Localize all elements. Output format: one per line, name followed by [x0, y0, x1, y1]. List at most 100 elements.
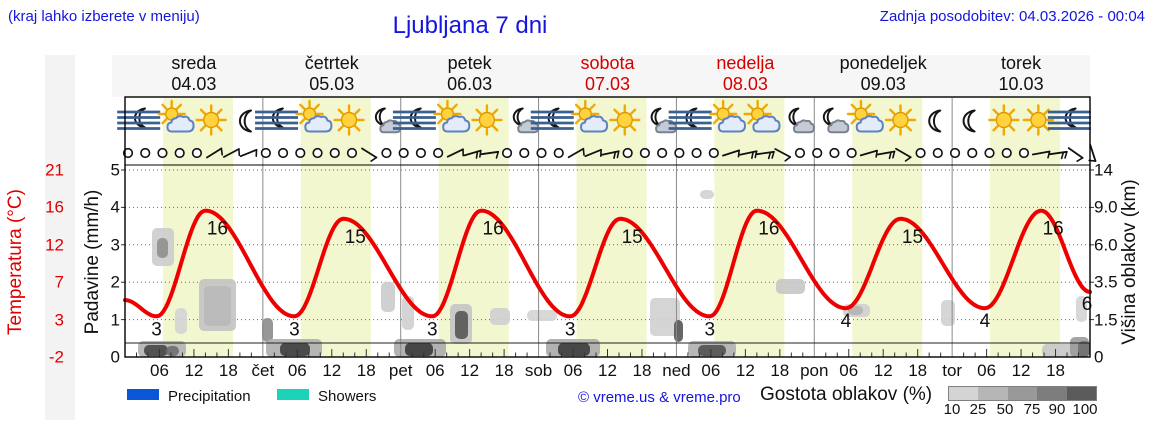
day-name-petek: petek	[447, 53, 492, 73]
wind-calm-symbol	[674, 147, 685, 159]
cloud-blob-7	[166, 346, 179, 356]
wind-calm-symbol	[949, 147, 961, 159]
wind-calm-symbol	[1001, 147, 1012, 159]
temp-point-label-4: 4	[980, 311, 991, 332]
scale-value-25: 25	[969, 401, 987, 418]
wind-calm-symbol	[295, 147, 306, 159]
wind-barb-symbol	[895, 147, 912, 162]
wind-barb-symbol	[774, 148, 792, 162]
wind-calm-symbol	[984, 147, 995, 159]
day-date-četrtek: 05.03	[309, 74, 355, 94]
day-name-torek: torek	[1001, 53, 1042, 73]
day-name-ponedeljek: ponedeljek	[839, 53, 927, 73]
day-name-četrtek: četrtek	[304, 53, 359, 73]
weather-icon-sun	[471, 104, 503, 136]
cloud-blob-21	[650, 298, 680, 336]
wind-calm-symbol	[708, 147, 719, 159]
weather-icon-fog-moon	[530, 107, 574, 130]
cloud-blob-1	[157, 238, 168, 258]
location-hint[interactable]: (kraj lahko izberete v meniju)	[8, 8, 200, 25]
cloud-blob-14	[405, 343, 433, 356]
wind-barb-symbol	[480, 150, 500, 159]
day-date-torek: 10.03	[998, 74, 1044, 94]
cloud-blob-18	[527, 310, 557, 321]
cloud-blob-20	[558, 343, 590, 356]
day-date-ponedeljek: 09.03	[860, 74, 906, 94]
weather-icon-sun-cloud	[571, 99, 609, 133]
temp-tick-3: 3	[54, 310, 64, 330]
wind-calm-symbol	[622, 147, 633, 159]
scale-value-10: 10	[943, 401, 961, 418]
x-tick-06-78: 06	[563, 361, 583, 380]
temp-point-label-15: 15	[622, 227, 643, 248]
wind-calm-symbol	[140, 147, 151, 159]
gradient-segment-0	[949, 387, 979, 400]
day-name-nedelja: nedelja	[716, 53, 775, 73]
wind-barb-symbol	[1031, 150, 1051, 159]
x-tick-pet-48: pet	[388, 361, 413, 380]
cloud-blob-8	[262, 318, 273, 342]
wind-barb-symbol	[239, 148, 258, 158]
wind-calm-symbol	[398, 147, 409, 159]
wind-calm-symbol	[967, 147, 978, 159]
day-name-sreda: sreda	[171, 53, 217, 73]
x-tick-12-108: 12	[735, 361, 755, 380]
x-tick-tor-144: tor	[942, 361, 963, 380]
wind-calm-symbol	[191, 147, 203, 159]
weather-icon-sun	[333, 104, 365, 136]
cloud-tick-0: 0	[1094, 347, 1104, 367]
temp-point-label-16: 16	[207, 219, 228, 240]
wind-calm-symbol	[794, 147, 806, 159]
weather-icon-fog-moon	[668, 107, 712, 130]
weather-icon-fog-moon	[255, 107, 299, 130]
x-tick-06-126: 06	[839, 361, 859, 380]
wind-calm-symbol	[657, 147, 668, 159]
wind-calm-symbol	[829, 147, 840, 159]
copyright-link[interactable]: © vreme.us & vreme.pro	[578, 389, 741, 406]
weather-icon-sun	[609, 104, 641, 136]
cloud-blob-17	[490, 308, 510, 325]
x-tick-sob-72: sob	[524, 361, 553, 380]
wind-calm-symbol	[932, 147, 943, 159]
cloud-blob-23	[700, 190, 714, 199]
cloud-blob-2	[175, 308, 187, 334]
wind-calm-symbol	[329, 147, 340, 159]
wind-calm-symbol	[1018, 147, 1030, 159]
wind-barb-symbol	[1049, 150, 1068, 160]
wind-barb-symbol	[739, 150, 758, 159]
weather-icon-sun-cloud	[157, 99, 195, 133]
temp-tick-7: 7	[54, 272, 64, 292]
wind-barb-symbol	[722, 149, 741, 158]
wind-calm-symbol	[501, 147, 513, 159]
wind-barb-symbol	[567, 147, 585, 159]
x-tick-12-132: 12	[873, 361, 893, 380]
wind-calm-symbol	[553, 147, 564, 159]
wind-barb-symbol	[1067, 147, 1084, 162]
cloud-blob-22	[674, 320, 683, 342]
wind-barb-symbol	[446, 148, 465, 158]
weather-icon-sun	[1022, 104, 1055, 136]
left-margin-strip	[45, 55, 75, 420]
chart-border	[124, 96, 1091, 358]
weather-icon-moon	[928, 109, 942, 133]
x-tick-06-6: 06	[149, 361, 169, 380]
wind-barb-symbol	[222, 148, 241, 158]
wind-calm-symbol	[122, 147, 134, 159]
wind-barb-symbol	[756, 150, 775, 160]
weather-icon-moon	[238, 109, 252, 133]
gradient-segment-1	[978, 387, 1008, 400]
x-tick-18-42: 18	[356, 361, 376, 380]
precipitation-legend-label: Precipitation	[168, 388, 251, 405]
temp-point-label-16: 16	[1043, 219, 1064, 240]
x-tick-18-66: 18	[494, 361, 514, 380]
day-date-sreda: 04.03	[171, 74, 217, 94]
wind-calm-symbol	[915, 147, 926, 159]
x-tick-06-30: 06	[287, 361, 307, 380]
weather-icon-fog-moon	[117, 107, 161, 130]
weather-icon-fog-moon	[1047, 107, 1091, 130]
temp-point-label-6: 6	[1082, 294, 1093, 315]
cloud-tick-9.0: 9.0	[1094, 197, 1118, 217]
weather-icon-sun-cloud	[743, 99, 781, 133]
gradient-segment-3	[1037, 387, 1067, 400]
